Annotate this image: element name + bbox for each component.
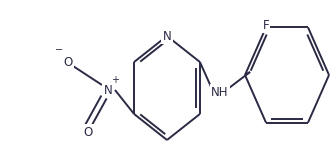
Text: −: − [55,45,63,55]
Text: +: + [111,75,119,85]
Text: F: F [263,19,269,32]
Text: N: N [104,83,112,97]
Text: O: O [83,126,92,138]
Text: O: O [63,55,73,69]
Text: N: N [162,30,172,43]
Text: NH: NH [211,85,229,99]
